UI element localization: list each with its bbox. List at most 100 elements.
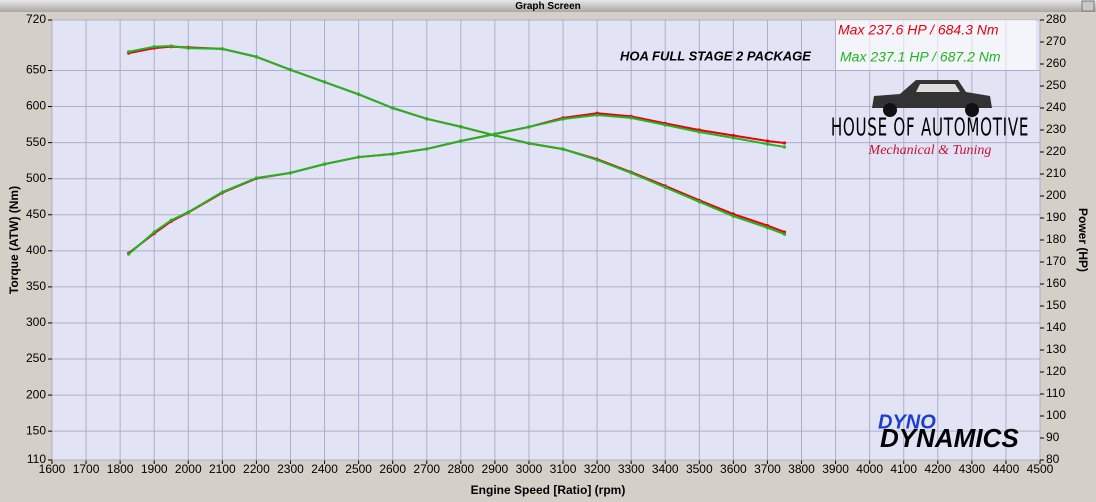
plot-area xyxy=(51,19,1041,461)
x-tick-label: 2100 xyxy=(209,462,236,476)
data-point xyxy=(527,125,531,129)
y2-tick-label: 200 xyxy=(1046,188,1066,202)
y2-tick-label: 240 xyxy=(1046,100,1066,114)
close-button[interactable] xyxy=(1081,0,1095,12)
x-tick-label: 3400 xyxy=(652,462,679,476)
data-point xyxy=(254,55,259,59)
y2-tick-label: 210 xyxy=(1046,166,1066,180)
y-tick-label: 720 xyxy=(26,12,46,26)
data-point xyxy=(697,130,701,134)
y2-tick-label: 190 xyxy=(1046,210,1066,224)
brand-sub: Mechanical & Tuning xyxy=(868,143,992,158)
series-line xyxy=(128,114,785,255)
data-point xyxy=(425,147,429,151)
dyno-logo: DYNAMICS xyxy=(880,423,1019,453)
x-tick-label: 2300 xyxy=(277,462,304,476)
y2-tick-label: 90 xyxy=(1046,430,1060,444)
data-point xyxy=(782,141,787,145)
data-point xyxy=(697,200,701,204)
y2-tick-label: 140 xyxy=(1046,320,1066,334)
brand-logo: HOUSE OF AUTOMOTIVE xyxy=(831,112,1029,141)
x-tick-label: 3000 xyxy=(516,462,543,476)
data-point xyxy=(391,152,395,156)
y2-tick-label: 110 xyxy=(1046,386,1065,400)
data-point xyxy=(425,117,429,121)
legend-box xyxy=(836,20,1036,70)
y2-tick-label: 270 xyxy=(1046,34,1066,48)
y2-tick-label: 130 xyxy=(1046,342,1066,356)
data-point xyxy=(220,47,224,51)
grid xyxy=(48,19,1044,464)
data-point xyxy=(127,50,131,54)
data-point xyxy=(169,218,173,222)
x-tick-label: 2400 xyxy=(311,462,338,476)
x-tick-label: 3900 xyxy=(822,462,849,476)
data-point xyxy=(765,139,770,143)
data-point xyxy=(357,92,361,96)
y2-tick-label: 80 xyxy=(1046,452,1060,466)
y-tick-label: 300 xyxy=(26,315,46,329)
y2-tick-label: 120 xyxy=(1046,364,1066,378)
y-tick-label: 650 xyxy=(26,63,46,77)
data-point xyxy=(127,252,131,256)
y2-tick-label: 100 xyxy=(1046,408,1066,422)
data-point xyxy=(322,80,327,84)
data-point xyxy=(731,136,735,140)
x-tick-label: 2500 xyxy=(345,462,372,476)
x-tick-label: 4400 xyxy=(993,462,1020,476)
data-point xyxy=(629,116,633,120)
window-title: Graph Screen xyxy=(515,1,581,12)
data-point xyxy=(765,142,770,146)
data-point xyxy=(186,210,190,214)
x-tick-label: 4100 xyxy=(890,462,917,476)
data-point xyxy=(561,147,565,151)
data-point xyxy=(322,162,327,166)
y-tick-label: 400 xyxy=(26,243,46,257)
data-point xyxy=(663,185,667,189)
x-tick-label: 3300 xyxy=(618,462,645,476)
x-tick-label: 3600 xyxy=(720,462,747,476)
data-point xyxy=(254,176,259,180)
y2-tick-label: 250 xyxy=(1046,78,1066,92)
lines xyxy=(127,44,787,256)
y-tick-label: 450 xyxy=(26,207,46,221)
y-tick-label: 600 xyxy=(26,99,46,113)
data-point xyxy=(391,106,395,110)
x-tick-label: 4200 xyxy=(924,462,951,476)
x-tick-label: 3200 xyxy=(584,462,611,476)
x-tick-label: 1900 xyxy=(141,462,168,476)
x-axis-title: Engine Speed [Ratio] (rpm) xyxy=(471,483,626,497)
labels: 1600 1700 1800 1900 2000 2100 2200 2300 2400 2500… xyxy=(26,12,1066,476)
y-tick-label: 350 xyxy=(26,279,46,293)
x-tick-label: 2000 xyxy=(175,462,202,476)
x-tick-label: 3700 xyxy=(754,462,781,476)
y-axis-title: Torque (ATW) (Nm) xyxy=(7,186,21,294)
x-tick-label: 2600 xyxy=(379,462,406,476)
x-tick-label: 3500 xyxy=(686,462,713,476)
data-point xyxy=(288,171,293,175)
data-point xyxy=(357,155,361,159)
y-tick-label: 250 xyxy=(26,351,46,365)
y-tick-label: 200 xyxy=(26,387,46,401)
annotation: HOA FULL STAGE 2 PACKAGE xyxy=(620,48,811,63)
x-tick-label: 1700 xyxy=(73,462,100,476)
y-tick-label: 150 xyxy=(26,423,46,437)
y2-axis-title: Power (HP) xyxy=(1076,208,1090,272)
y2-tick-label: 220 xyxy=(1046,144,1066,158)
x-tick-label: 2900 xyxy=(482,462,509,476)
data-point xyxy=(663,123,667,127)
data-point xyxy=(186,46,190,50)
x-tick-label: 4000 xyxy=(856,462,883,476)
data-point xyxy=(152,45,156,49)
data-point xyxy=(595,158,599,162)
data-point xyxy=(220,190,224,194)
y2-tick-label: 280 xyxy=(1046,12,1066,26)
truck-logo xyxy=(872,80,992,117)
data-point xyxy=(493,132,497,136)
x-tick-label: 4500 xyxy=(1027,462,1054,476)
y2-tick-label: 170 xyxy=(1046,254,1066,268)
y2-tick-label: 160 xyxy=(1046,276,1066,290)
x-tick-label: 1600 xyxy=(39,462,66,476)
data-point xyxy=(459,125,463,129)
